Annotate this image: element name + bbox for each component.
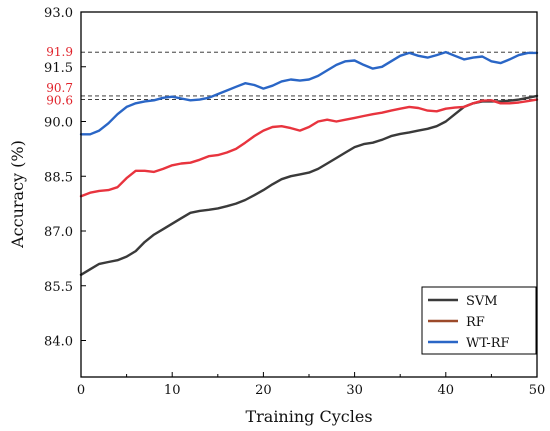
legend: SVM RF WT-RF <box>421 286 537 355</box>
reference-label-90-7: 90.7 <box>46 81 73 95</box>
reference-lines <box>81 51 537 101</box>
reference-label-90-6: 90.6 <box>46 94 73 108</box>
x-tick-label: 40 <box>438 383 455 398</box>
x-axis-label: Training Cycles <box>245 407 372 426</box>
legend-label-wt-rf: WT-RF <box>466 336 510 351</box>
y-tick-label: 93.0 <box>44 6 73 21</box>
x-tick-label: 30 <box>346 383 363 398</box>
legend-label-svm: SVM <box>466 294 498 309</box>
y-tick-label: 88.5 <box>44 170 73 185</box>
x-tick-label: 20 <box>255 383 272 398</box>
x-tick-label: 50 <box>529 383 546 398</box>
x-tick-label: 0 <box>77 383 85 398</box>
axis-ticks: 91.9 90.790.6 0 10 20 30 40 50 84.0 85.5 87.0 88.5 9… <box>44 6 545 398</box>
y-tick-label: 85.5 <box>44 280 73 295</box>
y-axis-label: Accuracy (%) <box>8 140 27 249</box>
series-lines <box>79 50 539 276</box>
y-tick-label: 91.5 <box>44 61 73 76</box>
x-tick-label: 10 <box>164 383 181 398</box>
legend-label-rf: RF <box>466 315 485 330</box>
reference-label-91-9: 91.9 <box>46 45 73 59</box>
series-line-svm <box>79 94 539 276</box>
y-tick-label: 90.0 <box>44 116 73 131</box>
y-tick-label: 87.0 <box>44 225 73 240</box>
series-line-wt-rf <box>79 50 539 136</box>
series-line-rf <box>79 98 539 198</box>
y-tick-label: 84.0 <box>44 335 73 350</box>
